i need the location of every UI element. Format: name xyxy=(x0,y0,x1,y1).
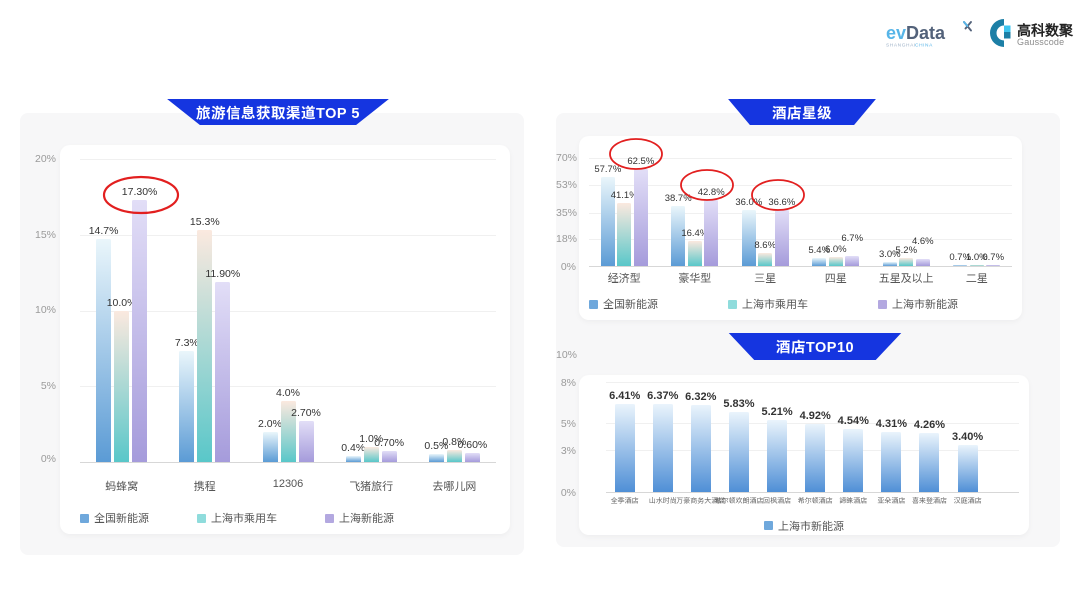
svg-text:Gausscode: Gausscode xyxy=(1017,37,1064,47)
svg-text:Data: Data xyxy=(906,23,946,43)
svg-text:SHANGHAI: SHANGHAI xyxy=(886,42,916,48)
svg-text:CHINA: CHINA xyxy=(915,42,933,48)
svg-text:ev: ev xyxy=(886,23,906,43)
